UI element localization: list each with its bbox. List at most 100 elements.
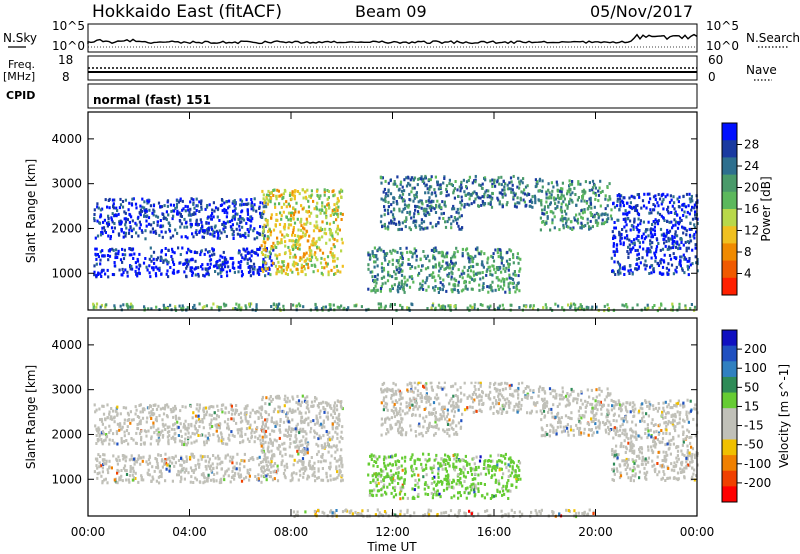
data-cell: [129, 226, 132, 230]
data-cell: [183, 270, 186, 274]
data-cell: [643, 263, 646, 267]
data-cell: [203, 413, 206, 417]
data-cell: [235, 404, 238, 407]
data-cell: [316, 224, 319, 228]
data-cell: [276, 236, 279, 240]
data-cell: [197, 414, 200, 418]
data-cell: [232, 209, 235, 213]
data-cell: [127, 432, 130, 436]
data-cell: [402, 198, 405, 202]
data-cell: [144, 211, 147, 214]
data-cell: [305, 222, 308, 226]
data-cell: [140, 229, 143, 233]
data-cell: [215, 262, 218, 266]
data-cell: [636, 248, 639, 252]
data-cell: [187, 431, 190, 435]
data-cell: [209, 421, 213, 425]
data-cell: [338, 458, 341, 462]
data-cell: [586, 207, 589, 211]
data-cell: [580, 209, 583, 213]
data-cell: [236, 222, 239, 226]
data-cell: [531, 205, 534, 209]
data-cell: [416, 210, 420, 214]
data-cell: [215, 260, 218, 264]
data-cell: [266, 267, 269, 271]
data-cell: [269, 273, 272, 277]
data-cell: [200, 249, 203, 253]
data-cell: [181, 458, 184, 462]
data-cell: [296, 247, 300, 251]
data-cell: [123, 454, 126, 458]
data-cell: [326, 433, 329, 436]
data-cell: [172, 203, 175, 207]
data-cell: [247, 218, 250, 221]
data-cell: [287, 218, 290, 222]
data-cell: [486, 194, 489, 198]
data-cell: [322, 419, 325, 423]
data-cell: [682, 194, 685, 198]
data-cell: [184, 204, 187, 208]
data-cell: [166, 463, 169, 467]
data-cell: [417, 177, 420, 181]
data-cell: [243, 452, 246, 456]
data-cell: [279, 430, 282, 434]
data-cell: [228, 205, 231, 209]
data-cell: [158, 481, 161, 485]
data-cell: [429, 397, 432, 401]
data-cell: [371, 250, 374, 254]
data-cell: [121, 479, 124, 483]
data-cell: [420, 268, 423, 272]
data-cell: [216, 215, 219, 219]
data-cell: [453, 288, 456, 292]
data-cell: [241, 256, 244, 260]
data-cell: [464, 193, 467, 197]
data-cell: [655, 250, 658, 254]
data-cell: [401, 263, 404, 267]
data-cell: [367, 307, 370, 311]
data-cell: [451, 403, 454, 407]
data-cell: [253, 237, 256, 241]
data-cell: [675, 245, 678, 249]
data-cell: [295, 440, 298, 444]
data-cell: [479, 184, 482, 187]
data-cell: [288, 204, 291, 208]
data-cell: [652, 203, 655, 206]
data-cell: [154, 272, 157, 276]
data-cell: [607, 307, 610, 310]
data-cell: [468, 280, 471, 284]
data-cell: [329, 307, 332, 311]
data-cell: [302, 305, 305, 309]
data-cell: [293, 458, 296, 462]
data-cell: [558, 189, 562, 193]
data-cell: [334, 211, 337, 215]
data-cell: [514, 290, 517, 294]
data-cell: [179, 470, 182, 474]
data-cell: [158, 268, 161, 272]
data-cell: [417, 200, 420, 204]
data-cell: [120, 228, 123, 231]
data-cell: [272, 228, 276, 232]
data-cell: [426, 226, 429, 230]
data-cell: [279, 230, 282, 234]
data-cell: [313, 467, 316, 470]
data-cell: [542, 306, 545, 310]
data-cell: [238, 475, 241, 479]
data-cell: [493, 267, 496, 271]
data-cell: [209, 464, 212, 468]
data-cell: [637, 265, 640, 269]
data-cell: [282, 225, 286, 229]
data-cell: [244, 256, 247, 260]
data-cell: [412, 280, 415, 284]
data-cell: [304, 273, 307, 277]
data-cell: [379, 287, 383, 290]
data-cell: [606, 303, 609, 307]
data-cell: [650, 235, 653, 239]
data-cell: [304, 258, 307, 262]
data-cell: [260, 444, 263, 448]
data-cell: [181, 246, 184, 250]
data-cell: [500, 255, 503, 259]
data-cell: [336, 305, 339, 309]
data-cell: [502, 264, 505, 268]
data-cell: [240, 430, 243, 434]
data-cell: [622, 212, 625, 216]
